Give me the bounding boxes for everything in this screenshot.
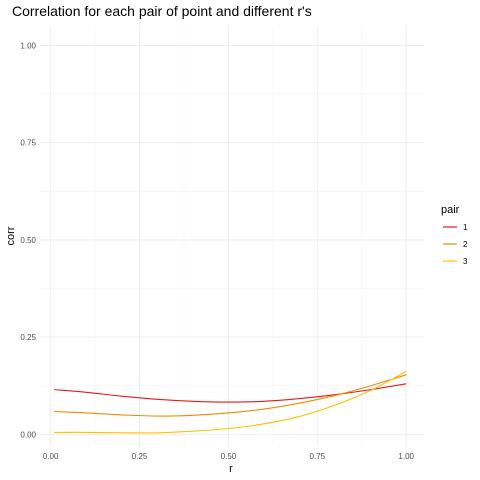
- series-line-pair-1: [54, 383, 407, 403]
- series-line-pair-3: [54, 370, 407, 434]
- y-tick-label: 0.00: [20, 430, 36, 439]
- y-tick-label: 1.00: [20, 41, 36, 50]
- x-axis-title: r: [229, 463, 233, 475]
- y-tick-label: 0.50: [20, 236, 36, 245]
- x-axis-tick-labels: 0.00 0.25 0.50 0.75 1.00: [43, 452, 415, 461]
- series-line-pair-2: [54, 374, 407, 417]
- legend-label-2: 2: [463, 240, 468, 249]
- y-tick-label: 0.75: [20, 139, 36, 148]
- legend-items: 1 2 3: [443, 223, 468, 266]
- grid-lines: [40, 26, 424, 446]
- y-tick-label: 0.25: [20, 333, 36, 342]
- y-axis-tick-labels: 0.00 0.25 0.50 0.75 1.00: [20, 41, 36, 439]
- x-tick-label: 0.50: [221, 452, 237, 461]
- x-tick-label: 0.00: [43, 452, 59, 461]
- x-tick-label: 0.25: [132, 452, 148, 461]
- legend-title: pair: [441, 204, 460, 216]
- y-axis-title: corr: [5, 226, 17, 245]
- x-tick-label: 0.75: [310, 452, 326, 461]
- series-lines: [54, 370, 407, 434]
- legend-label-3: 3: [463, 257, 468, 266]
- chart-title: Correlation for each pair of point and d…: [12, 3, 312, 19]
- x-tick-label: 1.00: [398, 452, 414, 461]
- legend: pair 1 2 3: [441, 204, 468, 266]
- legend-label-1: 1: [463, 223, 468, 232]
